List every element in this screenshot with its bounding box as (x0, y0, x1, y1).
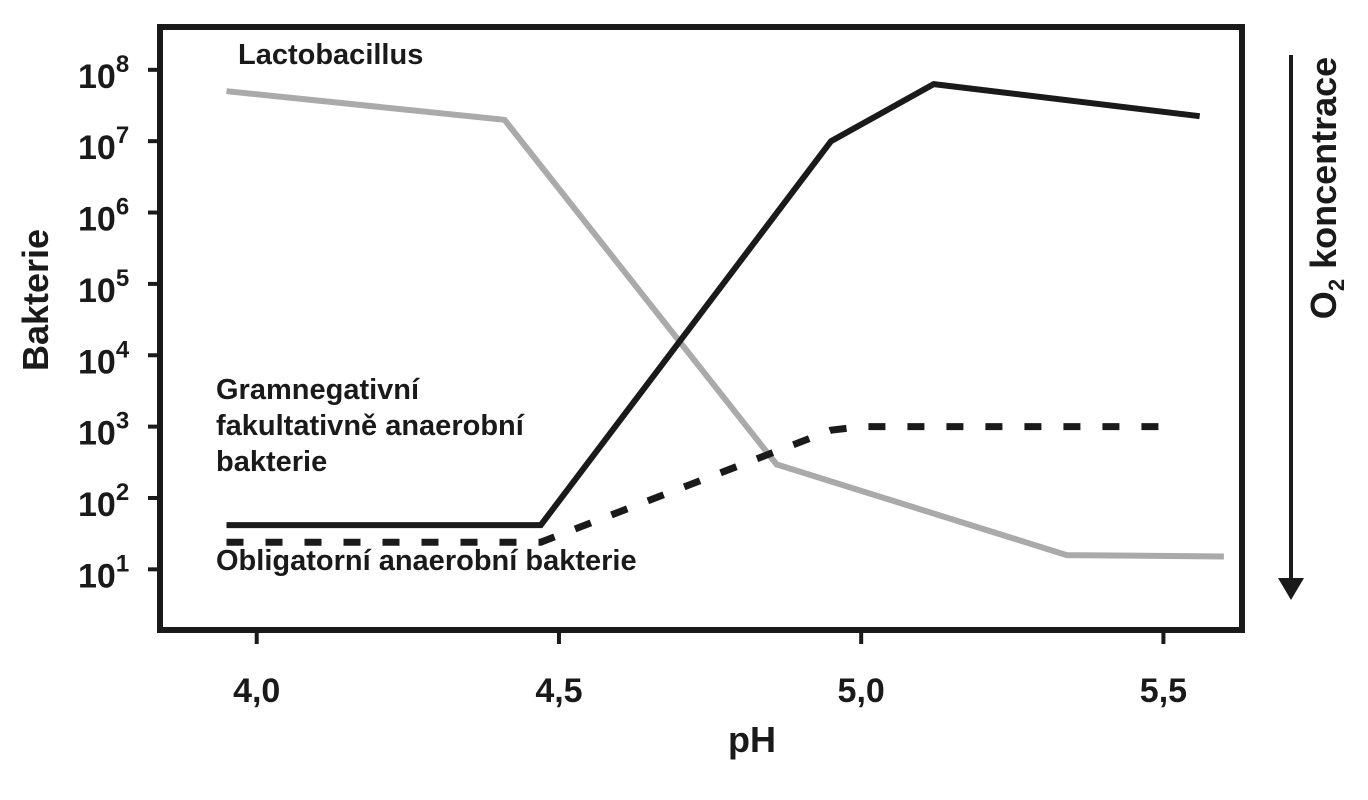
y-tick-base: 10 (78, 557, 116, 595)
y-tick-label: 101 (78, 550, 129, 595)
oxygen-axis-title-subscript: 2 (1324, 279, 1349, 291)
y-tick-label: 103 (78, 408, 129, 453)
x-tick-label: 5,0 (838, 672, 885, 710)
y-tick-exponent: 6 (116, 194, 129, 221)
series-label-gramnegative: Gramnegativní (216, 374, 420, 406)
y-tick-base: 10 (78, 58, 116, 96)
series-layer (226, 81, 1224, 560)
y-tick-label: 108 (78, 51, 129, 96)
y-tick-exponent: 7 (116, 122, 129, 149)
y-tick-base: 10 (78, 272, 116, 310)
x-tick-label: 4,0 (233, 672, 280, 710)
y-tick-exponent: 3 (116, 408, 129, 435)
plot-frame (157, 24, 1245, 633)
oxygen-axis-title-base: O (1303, 291, 1344, 319)
y-tick-exponent: 4 (116, 336, 130, 363)
y-tick-base: 10 (78, 486, 116, 524)
y-tick-exponent: 1 (116, 550, 129, 577)
series-label-lactobacillus: Lactobacillus (238, 39, 423, 71)
y-tick-label: 102 (78, 479, 129, 524)
y-tick-label: 107 (78, 122, 129, 167)
series-line-1 (226, 88, 1224, 560)
series-labels: Lactobacillus Gramnegativní fakultativně a… (216, 39, 637, 577)
y-tick-base: 10 (78, 201, 116, 239)
x-tick-label: 4,5 (535, 672, 582, 710)
y-axis-title: Bakterie (15, 229, 56, 371)
series-label-gramnegative: fakultativně anaerobní (216, 410, 525, 442)
series-line-2 (226, 81, 1201, 529)
series-line-3 (226, 423, 1164, 546)
y-tick-label: 104 (78, 336, 130, 381)
y-tick-exponent: 8 (116, 51, 129, 78)
y-tick-label: 106 (78, 194, 129, 239)
x-axis: 4,0 4,5 5,0 5,5 (233, 630, 1187, 710)
y-tick-base: 10 (78, 343, 116, 381)
y-tick-exponent: 5 (116, 265, 129, 292)
y-tick-label: 105 (78, 265, 129, 310)
series-label-gramnegative: bakterie (216, 446, 327, 478)
x-tick-label: 5,5 (1140, 672, 1187, 710)
oxygen-axis-title-rest: koncentrace (1303, 57, 1344, 279)
y-tick-base: 10 (78, 129, 116, 167)
oxygen-axis-title: O2 koncentrace (1303, 57, 1349, 319)
series-label-obligate: Obligatorní anaerobní bakterie (216, 545, 637, 577)
arrow-down-icon (1278, 578, 1304, 600)
y-tick-exponent: 2 (116, 479, 129, 506)
y-tick-base: 10 (78, 415, 116, 453)
oxygen-concentration-axis: O2 koncentrace (1278, 55, 1349, 600)
x-axis-title: pH (728, 719, 776, 760)
